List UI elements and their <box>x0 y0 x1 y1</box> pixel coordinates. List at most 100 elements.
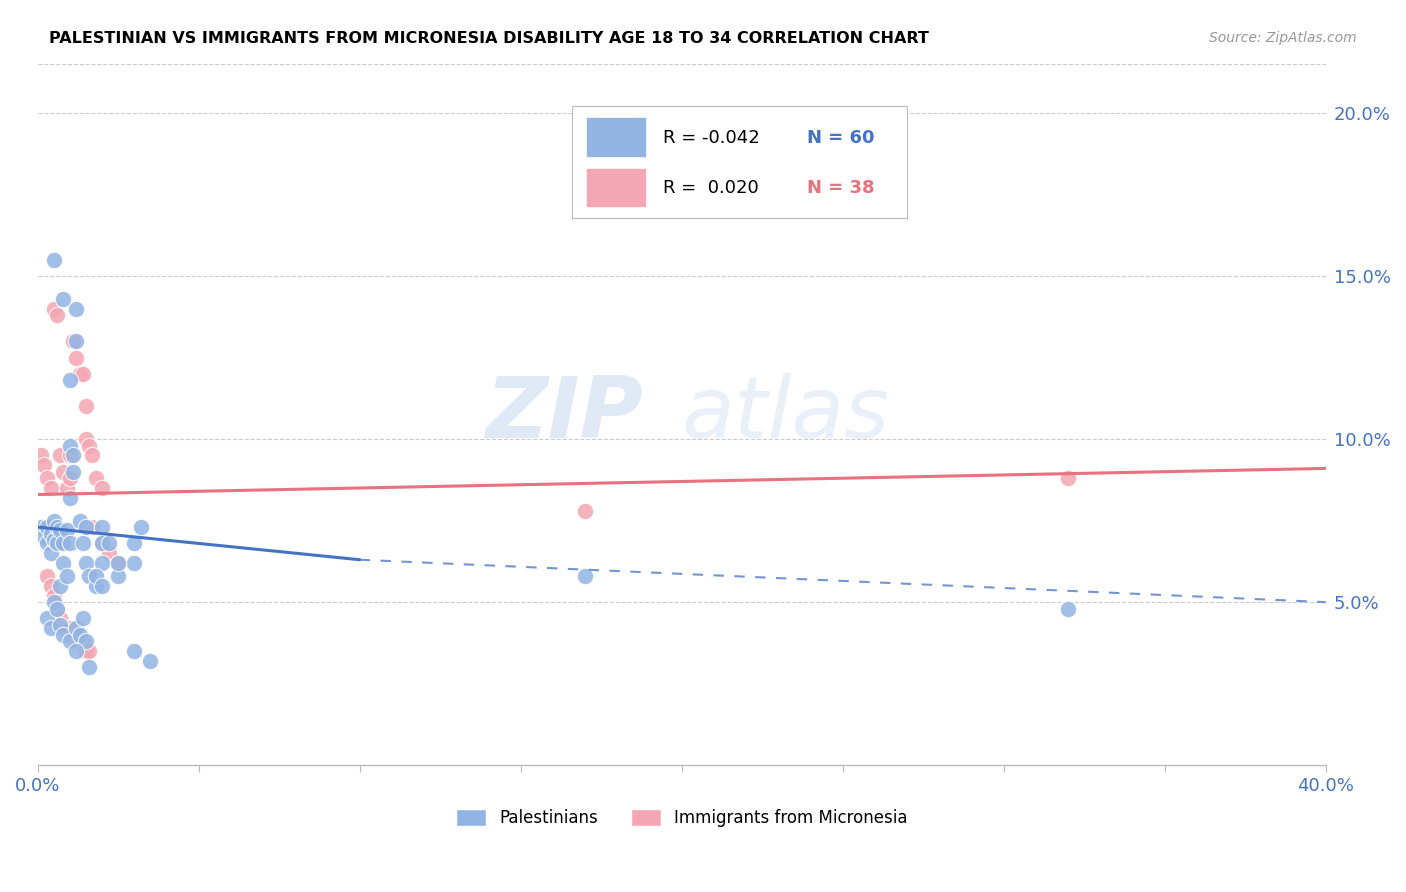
Point <box>77 644 100 658</box>
Point <box>75 520 97 534</box>
Point <box>69 514 91 528</box>
Point <box>91 536 114 550</box>
Point <box>65 351 87 365</box>
Point <box>59 621 82 635</box>
Point <box>42 533 65 548</box>
Legend: Palestinians, Immigrants from Micronesia: Palestinians, Immigrants from Micronesia <box>449 803 914 834</box>
Point <box>139 654 162 668</box>
Point <box>107 556 129 570</box>
Point <box>37 471 59 485</box>
Point <box>84 569 107 583</box>
Point <box>39 546 62 560</box>
Point <box>42 595 65 609</box>
Point <box>574 569 596 583</box>
Point <box>97 536 120 550</box>
Point <box>69 628 91 642</box>
Point <box>97 546 120 560</box>
Point <box>77 569 100 583</box>
Point <box>65 634 87 648</box>
Point <box>75 400 97 414</box>
Point <box>75 556 97 570</box>
Point <box>91 556 114 570</box>
Point <box>49 611 72 625</box>
Point <box>32 458 55 472</box>
Point <box>1057 471 1080 485</box>
Point <box>82 520 104 534</box>
Point <box>49 449 72 463</box>
Point <box>46 536 69 550</box>
Point <box>65 621 87 635</box>
Point <box>39 481 62 495</box>
Point <box>49 579 72 593</box>
Point <box>65 334 87 349</box>
Point <box>65 301 87 316</box>
Point <box>37 520 59 534</box>
Point <box>84 471 107 485</box>
Point <box>46 520 69 534</box>
Point <box>75 634 97 648</box>
Point <box>91 520 114 534</box>
Point <box>46 308 69 322</box>
Text: PALESTINIAN VS IMMIGRANTS FROM MICRONESIA DISABILITY AGE 18 TO 34 CORRELATION CH: PALESTINIAN VS IMMIGRANTS FROM MICRONESI… <box>49 31 929 46</box>
Point <box>124 644 146 658</box>
Point <box>59 471 82 485</box>
Point <box>59 536 82 550</box>
Point <box>1057 601 1080 615</box>
Point <box>62 465 84 479</box>
Point <box>107 556 129 570</box>
Point <box>72 367 94 381</box>
Text: atlas: atlas <box>682 373 890 456</box>
Point <box>59 491 82 505</box>
Point <box>52 536 75 550</box>
Point <box>55 481 77 495</box>
Point <box>52 556 75 570</box>
Point <box>59 373 82 387</box>
Point <box>59 449 82 463</box>
Point <box>62 334 84 349</box>
Point <box>72 611 94 625</box>
Point <box>82 449 104 463</box>
Point <box>49 618 72 632</box>
Point <box>39 526 62 541</box>
Point <box>46 601 69 615</box>
Text: ZIP: ZIP <box>485 373 643 456</box>
Point <box>75 432 97 446</box>
Text: Source: ZipAtlas.com: Source: ZipAtlas.com <box>1209 31 1357 45</box>
Point <box>91 481 114 495</box>
Point <box>91 536 114 550</box>
Point <box>55 524 77 538</box>
Point <box>62 449 84 463</box>
Point <box>37 569 59 583</box>
Point <box>59 439 82 453</box>
Point <box>65 644 87 658</box>
Point <box>124 536 146 550</box>
Point <box>32 530 55 544</box>
Point <box>46 601 69 615</box>
Point <box>69 367 91 381</box>
Point <box>91 579 114 593</box>
Point <box>574 504 596 518</box>
Point <box>37 536 59 550</box>
Point <box>77 439 100 453</box>
Point <box>52 465 75 479</box>
Point <box>107 569 129 583</box>
Point <box>124 556 146 570</box>
Point <box>39 579 62 593</box>
Point <box>77 660 100 674</box>
Point <box>84 579 107 593</box>
Point <box>39 621 62 635</box>
Point <box>59 634 82 648</box>
Point <box>55 569 77 583</box>
Point <box>37 611 59 625</box>
Point <box>75 644 97 658</box>
Point <box>72 536 94 550</box>
Point <box>42 301 65 316</box>
Point <box>72 634 94 648</box>
Point <box>42 589 65 603</box>
Point <box>52 628 75 642</box>
Point <box>42 252 65 267</box>
Point <box>49 524 72 538</box>
Point <box>30 449 52 463</box>
Point <box>52 292 75 306</box>
Point <box>52 621 75 635</box>
